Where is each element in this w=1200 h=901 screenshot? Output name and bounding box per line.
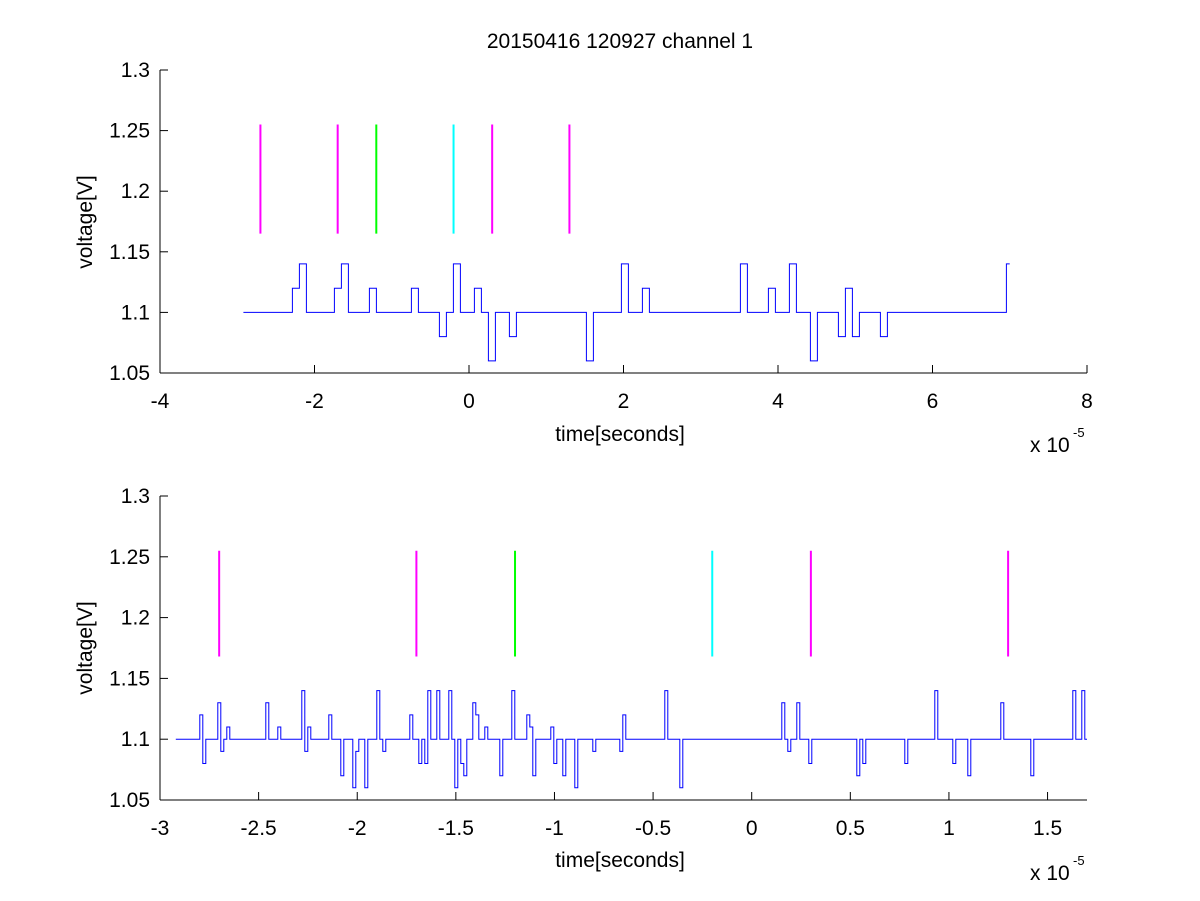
signal-series [243,263,1010,362]
x-exponent-label: x 10 [1030,862,1070,885]
x-tick-label: 1 [943,817,955,840]
x-tick-label: -2 [348,817,367,840]
x-tick-label: 2 [618,390,630,413]
x-exponent-label: x 10 [1030,434,1070,457]
plot-bottom: -3 -2.5 -2 -1.5 -1 -0.5 0 0.5 1 1.5 1.05 1.1 1.15 1.2… [74,485,1087,885]
plot-area-bottom: -3 -2.5 -2 -1.5 -1 -0.5 0 0.5 1 1.5 1.05 1.1 1.15 1.2… [109,485,1087,840]
x-tick-label: 6 [927,390,939,413]
x-exponent-value: -5 [1073,853,1085,868]
x-tick-label: -2.5 [241,817,277,840]
y-tick-label: 1.1 [121,301,150,324]
y-axis-label: voltage[V] [74,601,97,694]
x-tick-label: 0 [463,390,475,413]
x-exponent-value: -5 [1073,425,1085,440]
x-tick-label: 4 [772,390,784,413]
x-tick-label: 8 [1081,390,1093,413]
x-tick-label: 0 [746,817,758,840]
signal-series [175,690,1087,789]
y-tick-label: 1.1 [121,728,150,751]
x-tick-label: -2 [305,390,324,413]
y-tick-label: 1.05 [109,789,150,812]
x-tick-label: 0.5 [836,817,865,840]
x-axis-label: time[seconds] [555,849,685,872]
y-tick-label: 1.05 [109,362,150,385]
x-tick-label: -3 [151,817,170,840]
y-tick-label: 1.3 [121,59,150,82]
y-axis-label: voltage[V] [74,175,97,268]
y-tick-label: 1.2 [121,180,150,203]
y-tick-label: 1.15 [109,241,150,264]
x-tick-label: -1.5 [438,817,474,840]
x-tick-label: -1 [545,817,564,840]
x-tick-label: 1.5 [1033,817,1062,840]
x-axis-label: time[seconds] [555,423,685,446]
y-tick-label: 1.25 [109,120,150,143]
y-tick-label: 1.15 [109,667,150,690]
y-tick-label: 1.2 [121,607,150,630]
y-tick-label: 1.3 [121,485,150,508]
x-tick-label: -0.5 [635,817,671,840]
plot-area-top: -4 -2 0 2 4 6 8 1.05 1.1 1.15 1.2 1.25 1.3 [109,59,1093,413]
y-tick-label: 1.25 [109,546,150,569]
x-tick-label: -4 [151,390,170,413]
chart-title: 20150416 120927 channel 1 [487,30,753,53]
plot-top: 20150416 120927 channel 1 -4 -2 0 2 4 6 8 1.05 1… [74,30,1093,457]
